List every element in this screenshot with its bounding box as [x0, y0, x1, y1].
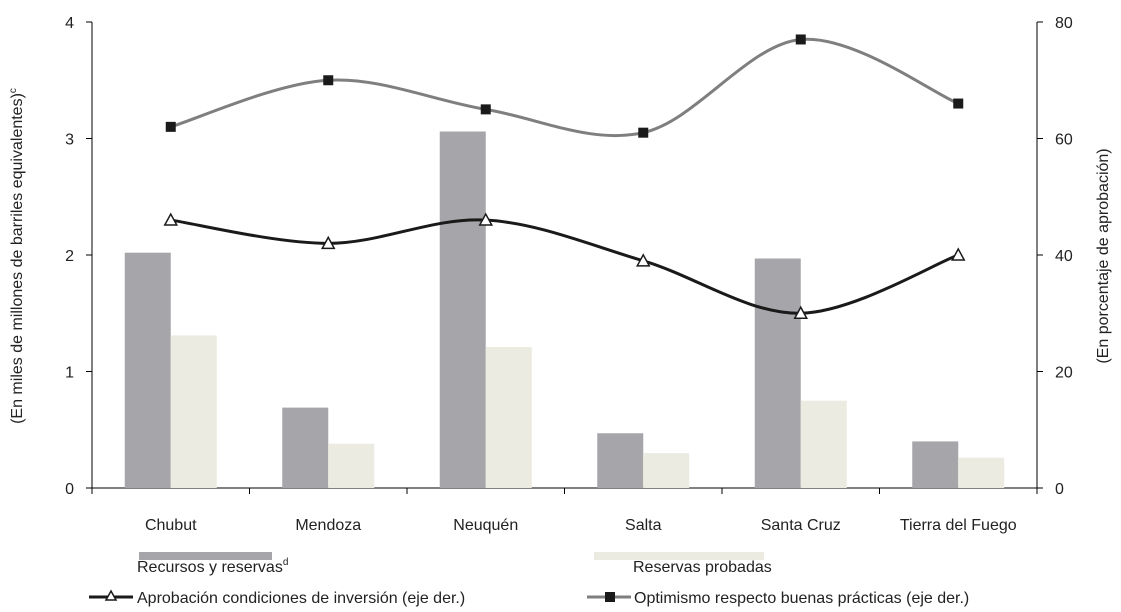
legend-swatch-probadas	[594, 552, 764, 560]
y-tick-label: 4	[65, 15, 74, 32]
bar-recursos-reservas	[754, 258, 801, 488]
y2-tick-label: 20	[1055, 365, 1073, 382]
line-aprobacion	[170, 218, 959, 315]
x-tick-label: Chubut	[145, 517, 197, 534]
bar-reservas-probadas	[800, 400, 847, 488]
bars	[124, 131, 1005, 488]
point-aprobacion	[793, 305, 809, 319]
y2-tick-label: 40	[1055, 248, 1073, 265]
y-axis-label-sup: c	[8, 88, 19, 93]
bar-recursos-reservas	[912, 441, 959, 488]
point-aprobacion	[163, 212, 179, 226]
legend-label-recursos-sup: d	[283, 557, 289, 568]
y-axis-label: (En miles de millones de barriles equiva…	[8, 88, 26, 424]
point-optimismo	[323, 75, 334, 86]
bar-reservas-probadas	[170, 335, 217, 488]
y2-tick-label: 0	[1055, 481, 1064, 498]
x-tick-label: Santa Cruz	[761, 517, 841, 534]
axes	[86, 21, 1043, 494]
point-optimismo	[795, 34, 806, 45]
point-optimismo	[165, 121, 176, 132]
point-aprobacion	[635, 253, 651, 267]
legend-swatch-recursos	[139, 552, 272, 560]
y2-axis-label: (En porcentaje de aprobación)	[1095, 148, 1112, 363]
bar-reservas-probadas	[958, 457, 1005, 488]
series-lines	[163, 34, 966, 319]
point-optimismo	[953, 98, 964, 109]
legend-label-recursos-text: Recursos y reservas	[137, 559, 283, 576]
y-axis-label-text: (En miles de millones de barriles equiva…	[9, 93, 26, 424]
bar-reservas-probadas	[485, 347, 532, 488]
legend-label-aprobacion: Aprobación condiciones de inversión (eje…	[137, 590, 465, 607]
bar-recursos-reservas	[439, 131, 486, 488]
line-optimismo	[170, 37, 959, 138]
point-aprobacion	[478, 212, 494, 226]
point-optimismo	[638, 127, 649, 138]
point-optimismo	[480, 104, 491, 115]
x-tick-label: Tierra del Fuego	[900, 517, 1017, 534]
legend-label-recursos: Recursos y reservasd	[137, 557, 288, 576]
legend-marker-square	[605, 592, 615, 602]
legend-label-probadas: Reservas probadas	[633, 559, 772, 576]
legend: Recursos y reservasd Reservas probadas A…	[89, 552, 969, 607]
legend-label-optimismo: Optimismo respecto buenas prácticas (eje…	[634, 590, 969, 607]
x-tick-label: Salta	[625, 517, 662, 534]
legend-marker-triangle	[104, 589, 118, 601]
x-tick-label: Mendoza	[295, 517, 361, 534]
y-tick-label: 3	[65, 132, 74, 149]
bar-recursos-reservas	[597, 433, 644, 488]
y2-tick-label: 60	[1055, 132, 1073, 149]
bar-reservas-probadas	[643, 453, 690, 488]
point-aprobacion	[320, 235, 336, 250]
point-aprobacion	[950, 247, 966, 261]
bar-reservas-probadas	[328, 443, 375, 488]
bar-recursos-reservas	[124, 252, 171, 488]
bar-recursos-reservas	[282, 407, 329, 488]
y-tick-label: 0	[65, 481, 74, 498]
y-tick-label: 1	[65, 365, 74, 382]
y-tick-label: 2	[65, 248, 74, 265]
x-tick-label: Neuquén	[453, 517, 518, 534]
y2-tick-label: 80	[1055, 15, 1073, 32]
